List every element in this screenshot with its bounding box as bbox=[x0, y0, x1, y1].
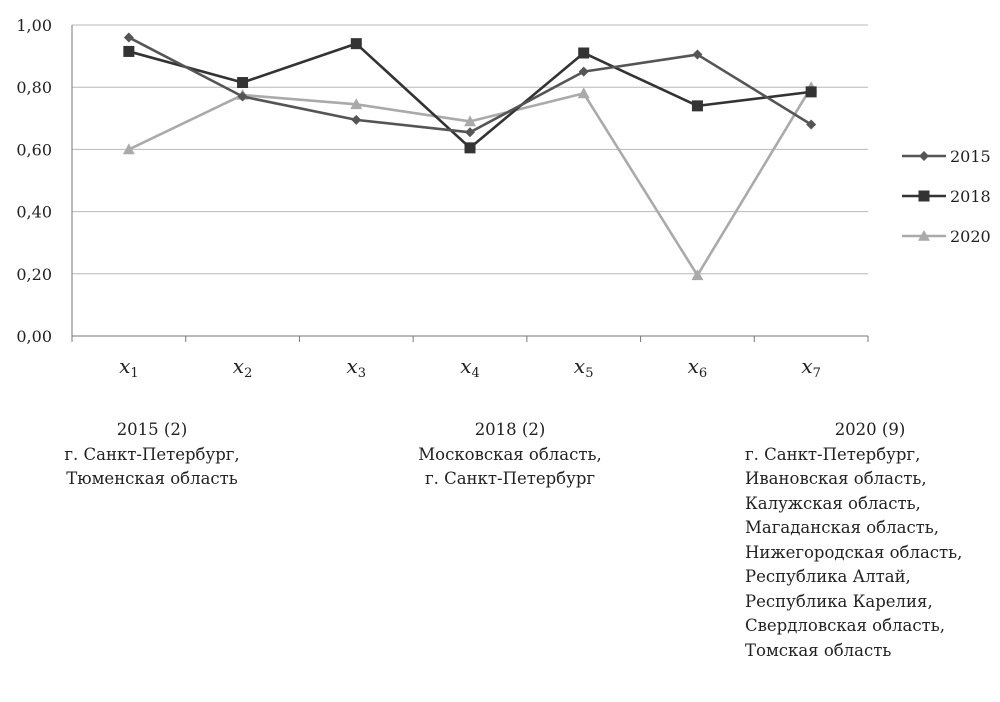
legend-item-2020: 2020 bbox=[902, 227, 991, 246]
data-point-2015 bbox=[806, 119, 817, 130]
x-tick-label: x3 bbox=[347, 354, 367, 381]
data-point-2018 bbox=[350, 38, 362, 50]
legend-marker bbox=[919, 151, 929, 161]
data-point-2018 bbox=[805, 86, 817, 98]
data-point-2020 bbox=[122, 143, 135, 155]
y-tick-label: 0,40 bbox=[16, 203, 52, 222]
note-line: Томская область bbox=[745, 640, 892, 660]
x-tick-label: x6 bbox=[688, 354, 708, 381]
data-point-2015 bbox=[123, 32, 134, 43]
y-tick-label: 0,20 bbox=[16, 265, 52, 284]
series-2020 bbox=[122, 81, 818, 281]
note-line: Московская область, bbox=[418, 444, 602, 464]
data-point-2018 bbox=[237, 77, 249, 89]
data-point-2018 bbox=[464, 142, 476, 154]
note-line: г. Санкт-Петербург, bbox=[64, 444, 240, 464]
y-axis: 0,00 0,20 0,40 0,60 0,80 1,00 bbox=[16, 16, 73, 346]
line-chart: 0,000,200,400,600,801,00 x1 x2 x3 x4 x5 x6 x7 … bbox=[16, 16, 991, 381]
legend-label: 2015 bbox=[950, 147, 991, 166]
x-tick-label: x5 bbox=[574, 354, 594, 381]
note-line: Республика Алтай, bbox=[745, 567, 911, 586]
note-line: 2020 (9) bbox=[834, 420, 906, 439]
data-point-2018 bbox=[578, 47, 590, 59]
note-line: 2015 (2) bbox=[116, 420, 188, 439]
x-tick-label: x4 bbox=[460, 354, 480, 381]
note-line: г. Санкт-Петербург bbox=[424, 469, 596, 488]
x-tick-label: x2 bbox=[233, 354, 253, 381]
legend-marker bbox=[918, 190, 930, 202]
note-line: Калужская область, bbox=[745, 493, 921, 513]
legend-label: 2018 bbox=[950, 187, 991, 206]
note-line: Ивановская область, bbox=[745, 469, 927, 488]
data-point-2020 bbox=[577, 87, 590, 99]
y-tick-label: 0,00 bbox=[16, 327, 52, 346]
data-point-2015 bbox=[578, 66, 589, 77]
data-point-2018 bbox=[691, 100, 703, 112]
legend-marker bbox=[918, 230, 930, 241]
note-2018: 2018 (2) Московская область, г. Санкт-Пе… bbox=[380, 418, 640, 492]
note-line: Тюменская область bbox=[66, 469, 238, 488]
data-point-2015 bbox=[692, 49, 703, 60]
note-line: Республика Карелия, bbox=[745, 591, 933, 611]
data-point-2020 bbox=[350, 98, 363, 110]
note-line: Свердловская область, bbox=[745, 616, 945, 635]
data-point-2015 bbox=[465, 127, 475, 138]
note-2015: 2015 (2) г. Санкт-Петербург, Тюменская о… bbox=[32, 418, 272, 492]
legend-label: 2020 bbox=[950, 227, 991, 246]
legend-item-2015: 2015 bbox=[902, 147, 991, 166]
y-tick-label: 0,60 bbox=[16, 140, 52, 159]
legend-item-2018: 2018 bbox=[902, 187, 991, 206]
note-2020: 2020 (9) г. Санкт-Петербург, Ивановская … bbox=[745, 418, 995, 663]
data-point-2015 bbox=[237, 91, 248, 102]
series-2015 bbox=[123, 32, 817, 138]
data-point-2020 bbox=[691, 269, 704, 281]
x-axis: x1 x2 x3 x4 x5 x6 x7 bbox=[71, 335, 869, 381]
y-tick-label: 1,00 bbox=[16, 16, 52, 35]
data-point-2015 bbox=[351, 114, 362, 125]
x-tick-label: x7 bbox=[801, 354, 821, 381]
note-line: 2018 (2) bbox=[474, 420, 546, 439]
data-point-2020 bbox=[464, 115, 476, 127]
note-line: г. Санкт-Петербург, bbox=[745, 444, 921, 464]
y-tick-label: 0,80 bbox=[16, 78, 52, 97]
legend: 2015 2018 2020 bbox=[902, 147, 991, 246]
x-tick-label: x1 bbox=[119, 354, 139, 381]
series-layer bbox=[122, 32, 818, 281]
note-line: Магаданская область, bbox=[745, 518, 940, 537]
data-point-2018 bbox=[123, 45, 135, 57]
note-line: Нижегородская область, bbox=[745, 542, 963, 562]
series-2018 bbox=[123, 38, 817, 154]
